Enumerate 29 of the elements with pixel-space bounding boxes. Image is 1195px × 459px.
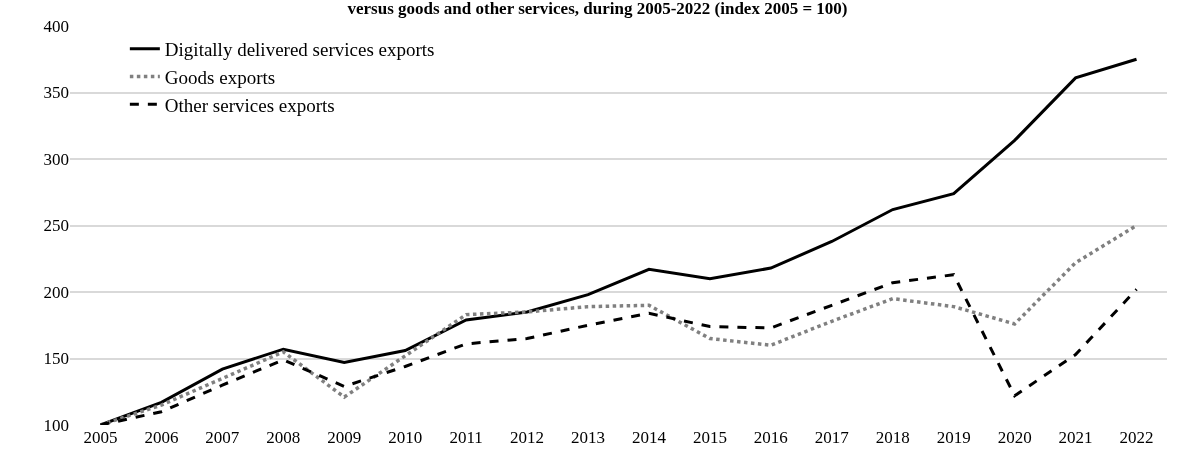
- x-tick-label: 2012: [510, 428, 545, 447]
- y-tick-label: 300: [43, 149, 69, 169]
- legend-label: Digitally delivered services exports: [164, 39, 435, 61]
- y-tick-label: 400: [43, 16, 69, 36]
- y-tick-label: 200: [43, 282, 69, 302]
- x-tick-label: 2019: [936, 428, 971, 447]
- x-tick-label: 2005: [83, 428, 118, 447]
- x-tick-label: 2006: [144, 428, 179, 447]
- y-tick-label: 350: [43, 83, 69, 103]
- x-tick-label: 2010: [388, 428, 423, 447]
- x-tick-label: 2022: [1119, 428, 1154, 447]
- x-tick-label: 2016: [753, 428, 788, 447]
- legend-label: Other services exports: [164, 94, 335, 116]
- x-tick-label: 2008: [266, 428, 301, 447]
- y-tick-label: 250: [43, 216, 69, 236]
- chart-title: versus goods and other services, during 2005-2022 (index 2005 = 100): [347, 0, 848, 19]
- x-tick-label: 2021: [1058, 428, 1093, 447]
- x-tick-label: 2007: [205, 428, 240, 447]
- y-tick-label: 100: [43, 415, 69, 435]
- x-tick-label: 2020: [997, 428, 1032, 447]
- legend-label: Goods exports: [164, 66, 276, 88]
- x-tick-label: 2013: [571, 428, 606, 447]
- y-tick-label: 150: [43, 349, 69, 369]
- x-tick-label: 2015: [692, 428, 727, 447]
- x-tick-label: 2017: [814, 428, 850, 447]
- x-tick-label: 2014: [631, 428, 667, 447]
- x-tick-label: 2009: [327, 428, 362, 447]
- x-tick-label: 2018: [875, 428, 910, 447]
- x-tick-label: 2011: [449, 428, 483, 447]
